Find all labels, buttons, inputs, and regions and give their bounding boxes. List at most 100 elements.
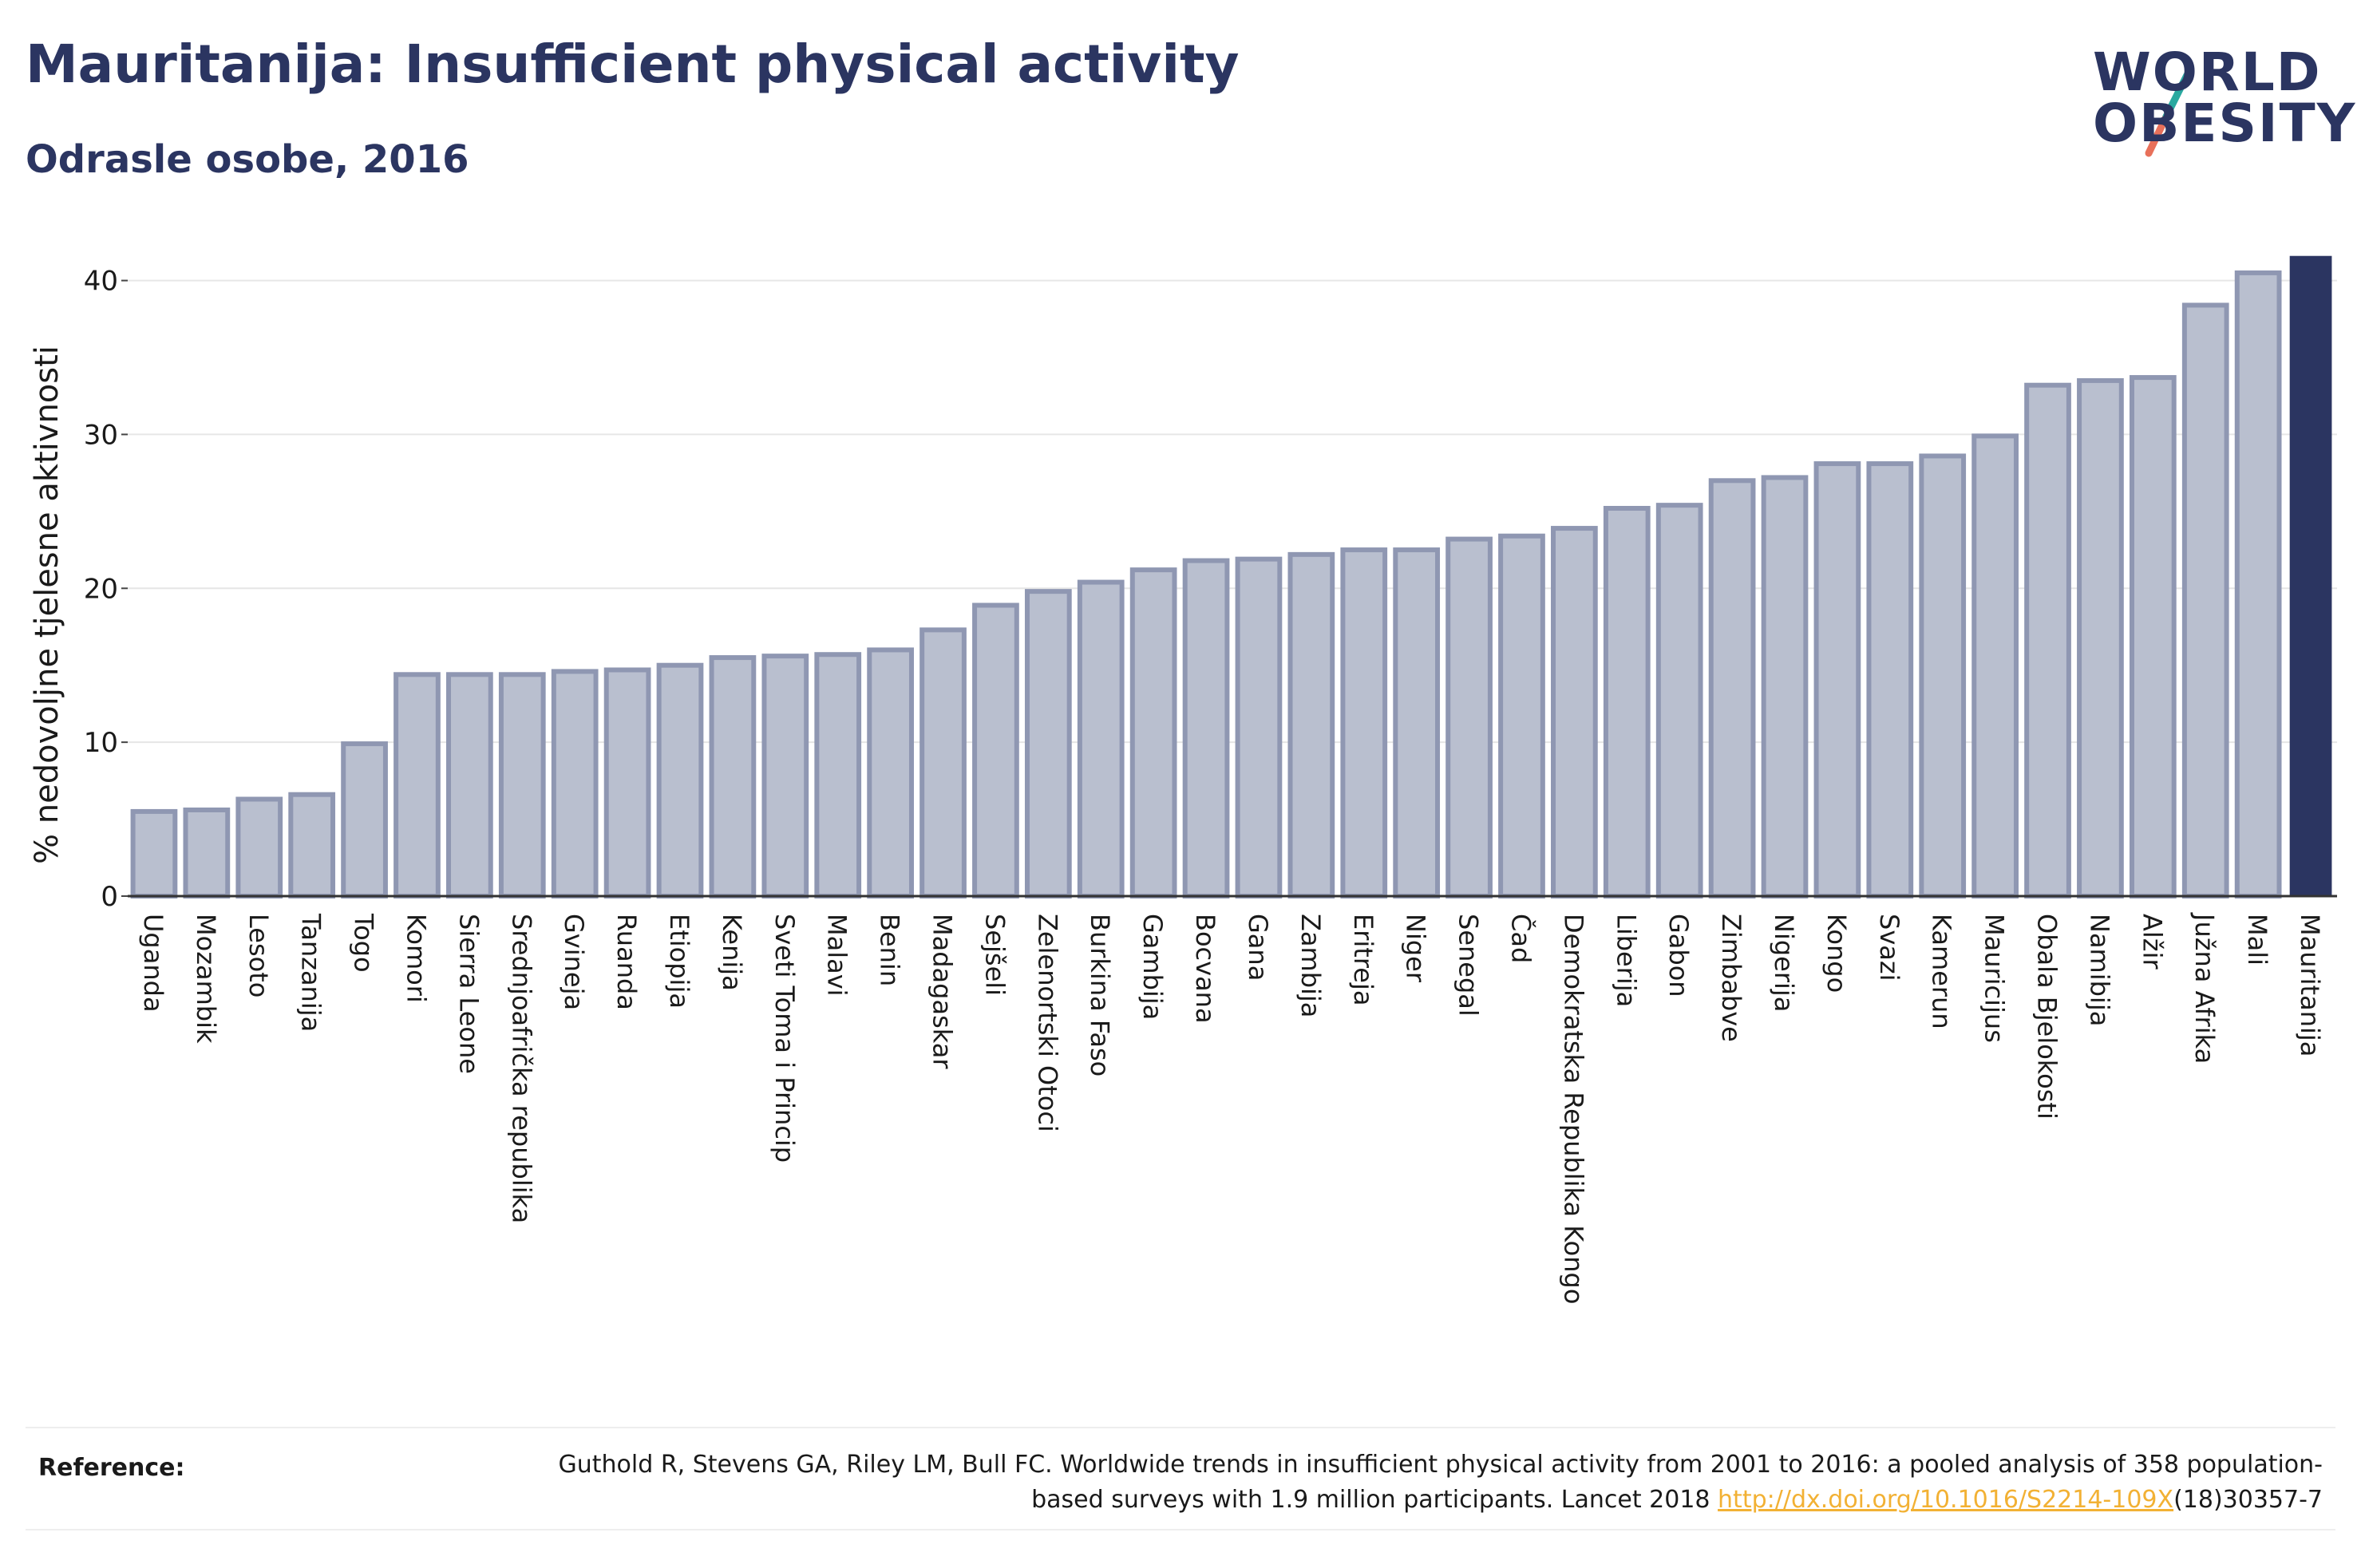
bar-kenija[interactable]	[709, 655, 757, 899]
bar-madagaskar[interactable]	[919, 627, 967, 899]
bar-srednjoafri-ka-republika[interactable]	[498, 672, 546, 899]
x-tick-label: Malavi	[822, 914, 852, 997]
bar-zelenortski-otoci[interactable]	[1024, 589, 1072, 899]
reference-label: Reference:	[38, 1454, 185, 1482]
y-axis-label: % nedovoljne tjelesne aktivnosti	[29, 346, 65, 864]
x-tick-label: Togo	[349, 913, 379, 973]
x-tick-label: Mauritanija	[2295, 914, 2325, 1057]
x-tick-label: Svazi	[1874, 914, 1904, 981]
x-tick-label: Kamerun	[1927, 914, 1957, 1029]
x-tick-label: Bocvana	[1190, 914, 1220, 1024]
x-tick-label: Srednjoafrička republika	[506, 914, 536, 1223]
x-tick-label: Ruanda	[611, 914, 642, 1010]
x-tick-label: Obala Bjelokosti	[2032, 914, 2062, 1120]
x-tick-label: Senegal	[1453, 914, 1484, 1017]
bar-niger[interactable]	[1393, 547, 1441, 899]
bar-namibija[interactable]	[2077, 377, 2124, 899]
x-tick-label: Komori	[401, 914, 431, 1003]
y-tick-label: 20	[84, 573, 118, 605]
bar-benin[interactable]	[867, 647, 914, 899]
x-tick-label: Mauricijus	[1979, 914, 2010, 1043]
x-tick-label: Gambija	[1137, 914, 1168, 1020]
x-tick-label: Namibija	[2084, 914, 2114, 1026]
grid-lines	[128, 279, 2337, 744]
bar-ju-na-afrika[interactable]	[2181, 302, 2229, 899]
bar-uganda[interactable]	[130, 808, 178, 899]
x-tick-label: Eritreja	[1348, 914, 1378, 1005]
x-tick-label: Niger	[1401, 914, 1431, 983]
reference-doi-link[interactable]: http://dx.doi.org/10.1016/S2214-109X	[1718, 1486, 2174, 1514]
bar-senegal[interactable]	[1445, 536, 1493, 899]
bar-kamerun[interactable]	[1919, 453, 1967, 899]
reference-citation: Guthold R, Stevens GA, Riley LM, Bull FC…	[558, 1451, 2323, 1514]
bar-sej-eli[interactable]	[972, 602, 1019, 899]
logo-line-2: OBESITY	[2093, 93, 2357, 154]
bar-ruanda[interactable]	[603, 667, 651, 899]
chart-title: Mauritanija: Insufficient physical activ…	[26, 34, 1240, 95]
x-tick-label: Benin	[875, 914, 905, 986]
x-tick-label: Zambija	[1295, 914, 1326, 1017]
bar-bocvana[interactable]	[1182, 558, 1230, 899]
bar-gambija[interactable]	[1129, 567, 1177, 899]
bar-burkina-faso[interactable]	[1077, 579, 1125, 899]
bar-zambija[interactable]	[1287, 551, 1335, 899]
world-obesity-logo[interactable]: WORLD OBESITY	[2083, 30, 2355, 174]
bar-al-ir[interactable]	[2129, 375, 2177, 899]
x-tick-label: Južna Afrika	[2189, 912, 2220, 1064]
y-tick-label: 10	[84, 727, 118, 759]
bar-mozambik[interactable]	[183, 808, 231, 899]
x-tick-label: Lesoto	[243, 914, 274, 997]
bar-tanzanija[interactable]	[288, 792, 336, 899]
x-tick-label: Zelenortski Otoci	[1032, 914, 1062, 1132]
x-tick-label: Etiopija	[664, 914, 694, 1009]
logo-slash-icon	[2145, 71, 2191, 157]
bar-svazi[interactable]	[1866, 461, 1914, 899]
x-tick-label: Tanzanija	[296, 913, 326, 1032]
bar-obala-bjelokosti[interactable]	[2024, 382, 2071, 899]
bar-sveti-toma-i-princip[interactable]	[761, 654, 809, 899]
x-tick-label: Nigerija	[1769, 914, 1799, 1012]
bar-malavi[interactable]	[814, 652, 862, 899]
bar-gvineja[interactable]	[551, 669, 599, 899]
x-tick-label: Gabon	[1663, 914, 1694, 997]
bar-kongo[interactable]	[1813, 461, 1861, 899]
reference-text: Guthold R, Stevens GA, Riley LM, Bull FC…	[487, 1448, 2323, 1518]
bar-gabon[interactable]	[1655, 503, 1703, 899]
bar-liberija[interactable]	[1603, 506, 1651, 899]
bars	[130, 255, 2332, 899]
x-tick-label: Kongo	[1821, 914, 1852, 993]
bar-sierra-leone[interactable]	[446, 672, 493, 899]
x-tick-label: Madagaskar	[927, 914, 958, 1069]
bar-etiopija[interactable]	[656, 662, 704, 899]
reference-section: Reference: Guthold R, Stevens GA, Riley …	[26, 1427, 2335, 1530]
x-tick-label: Sveti Toma i Princip	[769, 914, 800, 1163]
y-tick-label: 0	[101, 881, 118, 913]
bar-mauritanija[interactable]	[2289, 255, 2332, 896]
x-tick-label: Sejšeli	[979, 914, 1010, 996]
x-tick-label: Zimbabve	[1716, 914, 1746, 1042]
bar-mali[interactable]	[2234, 270, 2282, 899]
x-tick-label: Alžir	[2137, 914, 2167, 970]
bar-eritreja[interactable]	[1340, 547, 1388, 899]
bar-zimbabve[interactable]	[1708, 478, 1756, 899]
bar-nigerija[interactable]	[1761, 475, 1809, 899]
bar-mauricijus[interactable]	[1971, 433, 2019, 899]
x-tick-label: Mozambik	[191, 914, 221, 1044]
bar--ad[interactable]	[1498, 533, 1545, 899]
x-tick-label: Liberija	[1611, 914, 1641, 1007]
x-tick-label: Kenija	[717, 914, 747, 991]
bar-lesoto[interactable]	[235, 796, 283, 899]
bar-chart: 0 10 20 30 40 Uganda Mozambik Lesoto Tanzanija T…	[29, 255, 2337, 1304]
bar-gana[interactable]	[1235, 556, 1283, 899]
bar-komori[interactable]	[394, 672, 441, 899]
chart-subtitle: Odrasle osobe, 2016	[26, 137, 469, 182]
y-tick-label: 30	[84, 419, 118, 451]
y-axis-ticks: 0 10 20 30 40	[84, 266, 128, 913]
x-tick-label: Burkina Faso	[1085, 914, 1115, 1076]
x-tick-label: Demokratska Republika Kongo	[1558, 914, 1588, 1304]
x-tick-label: Čad	[1505, 914, 1536, 963]
bar-togo[interactable]	[341, 741, 388, 899]
bar-demokratska-republika-kongo[interactable]	[1551, 526, 1598, 899]
reference-citation-suffix: (18)30357-7	[2173, 1486, 2323, 1514]
x-tick-label: Gana	[1243, 914, 1273, 981]
